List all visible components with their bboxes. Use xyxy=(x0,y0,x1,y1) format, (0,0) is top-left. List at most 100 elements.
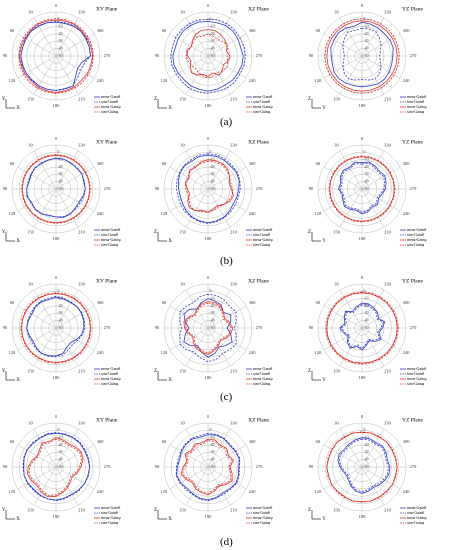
radial-tick-label: -20 xyxy=(210,32,215,36)
grid-spoke xyxy=(361,444,401,468)
angle-tick-label: 270 xyxy=(104,464,112,469)
chart-title: XZ Plane xyxy=(248,417,269,423)
radial-tick-label: -40 xyxy=(210,319,215,323)
angle-tick-label: 150 xyxy=(179,368,187,373)
radial-tick-label: -20 xyxy=(364,443,369,447)
legend-entry: sim-Gainθ xyxy=(101,510,118,515)
grid-spoke xyxy=(339,17,363,57)
angle-tick-label: 240 xyxy=(249,350,257,355)
legend-entry: sim-Gainθ xyxy=(253,99,270,104)
angle-tick-label: 300 xyxy=(249,161,257,166)
angle-tick-label: 300 xyxy=(403,161,411,166)
angle-tick-label: 120 xyxy=(314,350,322,355)
angle-tick-label: 240 xyxy=(249,489,257,494)
angle-tick-label: 300 xyxy=(97,300,105,305)
grid-spoke xyxy=(55,55,95,79)
angle-tick-label: 60 xyxy=(316,300,321,305)
series-trace xyxy=(21,154,91,224)
grid-spoke xyxy=(55,428,79,468)
grid-spoke xyxy=(361,327,385,367)
series-trace xyxy=(340,304,384,350)
angle-tick-label: 210 xyxy=(384,368,392,373)
axis-indicator-label: Y xyxy=(322,517,326,522)
series-trace xyxy=(325,291,399,365)
radial-tick-label: 0 xyxy=(58,289,60,293)
series-trace xyxy=(326,431,398,503)
radial-tick-label: -20 xyxy=(58,304,63,308)
grid-spoke xyxy=(339,150,363,190)
grid-spoke xyxy=(17,166,57,190)
angle-tick-label: 90 xyxy=(3,464,8,469)
series-trace xyxy=(339,302,386,351)
legend-entry: sim-Gainθ xyxy=(407,99,424,104)
angle-tick-label: 300 xyxy=(249,439,257,444)
legend-entry: meas-Gainφ xyxy=(253,515,273,520)
radial-tick-label: -10 xyxy=(210,297,215,301)
angle-tick-label: 210 xyxy=(230,229,238,234)
radial-tick-label: -50 xyxy=(58,465,63,469)
grid-spoke xyxy=(323,305,363,329)
grid-spoke xyxy=(207,428,231,468)
legend-entry: sim-Gainθ xyxy=(407,371,424,376)
angle-tick-label: 0 xyxy=(207,136,210,141)
grid-spoke xyxy=(17,466,57,490)
legend-entry: meas-Gainφ xyxy=(101,376,121,381)
legend-entry: sim-Gainθ xyxy=(101,99,118,104)
angle-tick-label: 330 xyxy=(230,10,238,15)
angle-tick-label: 240 xyxy=(403,78,411,83)
grid-spoke xyxy=(55,33,95,57)
angle-tick-label: 150 xyxy=(333,507,341,512)
angle-tick-label: 270 xyxy=(256,186,264,191)
angle-tick-label: 60 xyxy=(10,28,15,33)
grid-spoke xyxy=(169,33,209,57)
legend-entry: sim-Gainθ xyxy=(101,232,118,237)
angle-tick-label: 180 xyxy=(359,375,367,380)
radial-tick-label: -10 xyxy=(364,297,369,301)
radial-tick-label: -40 xyxy=(364,180,369,184)
radial-tick-label: 0 xyxy=(210,428,212,432)
radial-tick-label: -20 xyxy=(210,165,215,169)
grid-spoke xyxy=(361,188,401,212)
row-label-c: (c) xyxy=(220,391,233,403)
legend-entry: meas-Gainθ xyxy=(101,505,120,510)
angle-tick-label: 30 xyxy=(180,10,185,15)
radial-tick-label: -30 xyxy=(58,450,63,454)
radial-tick-label: -40 xyxy=(364,47,369,51)
legend-entry: sim-Gainφ xyxy=(253,109,271,114)
angle-tick-label: 90 xyxy=(155,325,160,330)
axis-indicator-label: Z xyxy=(308,230,311,235)
axis-indicator-label: Z xyxy=(308,369,311,374)
legend-entry: sim-Gainθ xyxy=(253,371,270,376)
grid-spoke xyxy=(33,289,57,329)
grid-spoke xyxy=(207,150,231,190)
grid-spoke xyxy=(339,55,363,95)
legend-entry: meas-Gainθ xyxy=(407,505,426,510)
grid-spoke xyxy=(55,444,95,468)
grid-spoke xyxy=(207,327,247,351)
legend-entry: sim-Gainφ xyxy=(101,381,119,386)
legend-entry: meas-Gainθ xyxy=(253,94,272,99)
radial-tick-label: -30 xyxy=(210,450,215,454)
angle-tick-label: 330 xyxy=(384,10,392,15)
legend-entry: meas-Gainθ xyxy=(407,366,426,371)
legend-entry: sim-Gainφ xyxy=(253,242,271,247)
angle-tick-label: 210 xyxy=(230,507,238,512)
grid-spoke xyxy=(339,289,363,329)
radial-tick-label: -50 xyxy=(364,465,369,469)
angle-tick-label: 180 xyxy=(53,236,61,241)
radial-tick-label: -50 xyxy=(210,187,215,191)
row-label-b: (b) xyxy=(220,255,233,267)
angle-tick-label: 30 xyxy=(180,421,185,426)
angle-tick-label: 180 xyxy=(205,103,213,108)
legend-entry: meas-Gainθ xyxy=(253,505,272,510)
angle-tick-label: 240 xyxy=(97,489,105,494)
grid-spoke xyxy=(361,166,401,190)
radial-tick-label: 0 xyxy=(364,428,366,432)
legend-entry: meas-Gainθ xyxy=(253,227,272,232)
angle-tick-label: 120 xyxy=(160,489,168,494)
polar-chart: 0 30 60 90 120 150 180 210 240 270 300 330 0 -10 -20 -3… xyxy=(154,136,273,247)
grid-spoke xyxy=(169,444,209,468)
grid-spoke xyxy=(55,150,79,190)
angle-tick-label: 30 xyxy=(334,143,339,148)
grid-spoke xyxy=(361,17,385,57)
